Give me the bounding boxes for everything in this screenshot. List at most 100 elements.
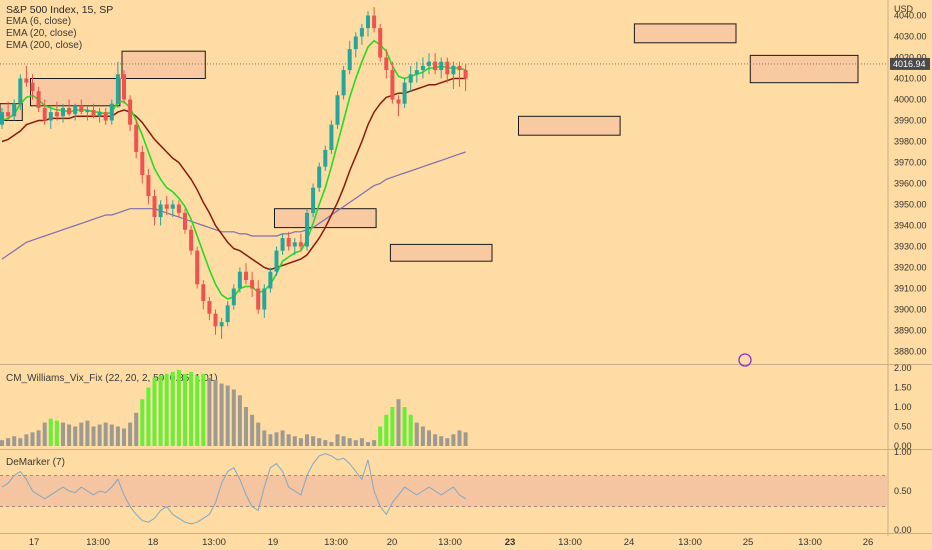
zone-box [518,115,621,136]
candle-body [378,28,383,58]
price-tick-label: 3960.00 [894,179,927,189]
candle-body [384,57,389,71]
vix-bar [73,426,78,446]
candle-body [317,166,322,188]
candle-body [122,74,126,100]
price-tick-label: 3990.00 [894,116,927,126]
candle-body [176,204,181,213]
vix-bar [103,422,108,446]
vix-bar [286,434,291,446]
vix-bar [457,430,462,446]
zone-box [274,208,377,229]
candle-body [36,91,41,108]
vix-bar [366,442,370,446]
candle-body [329,124,334,150]
price-tick-label: 4020.00 [894,53,927,63]
vix-bar [61,422,65,446]
time-tick-label: 25 [743,537,754,548]
vix-bar [463,432,468,446]
vix-bar [54,420,59,446]
candle-body [24,78,29,83]
candle-body [323,149,328,167]
demarker-tick-label: 0.00 [894,525,912,535]
vix-bar [6,438,11,446]
price-tick-label: 3980.00 [894,137,927,147]
vix-bar [146,387,151,446]
vix-tick-label: 0.00 [894,441,912,451]
zone-box [30,78,121,107]
time-tick-label: 13:00 [678,537,702,548]
candle-body [353,36,358,50]
vix-bar [439,436,444,446]
candle-body [268,271,273,289]
candle-body [335,95,340,125]
demarker-legend: DeMarker (7) [6,457,65,468]
candle-body [189,229,194,251]
vix-bar [414,422,419,446]
vix-bar [183,373,187,446]
vix-bar [128,422,133,446]
vix-tick-label: 0.50 [894,422,912,432]
price-tick-label: 4030.00 [894,32,927,42]
vix-bar [347,438,352,446]
demarker-tick-label: 1.00 [894,447,912,457]
vix-bar [42,422,47,446]
vix-bar [402,407,407,446]
candle-body [280,238,285,251]
zone-box [121,50,206,79]
vix-bar [408,414,413,446]
vix-bar [427,430,431,446]
last-price-value: 4016.94 [893,59,926,69]
candle-body [366,15,370,29]
vix-bar [262,430,267,446]
vix-bar [244,407,248,446]
price-tick-label: 3910.00 [894,284,927,294]
vix-bar [18,438,23,446]
vix-bar [341,436,346,446]
candle-body [414,70,419,75]
price-tick-label: 4000.00 [894,95,927,105]
ema20-line [1,77,466,271]
legend-ema200: EMA (200, close) [6,40,83,51]
candle-body [341,70,346,96]
time-tick-label: 23 [505,537,516,548]
vix-tick-label: 1.50 [894,383,912,393]
candle-body [146,175,151,197]
vix-bar [85,420,90,446]
vix-bar [329,442,334,446]
time-tick-label: 13:00 [324,537,348,548]
vix-bar [317,438,322,446]
vix-bar [280,430,285,446]
price-tick-label: 3970.00 [894,158,927,168]
time-tick-label: 13:00 [438,537,462,548]
candle-body [183,212,187,230]
vix-bar [189,371,194,446]
candle-body [445,61,450,75]
vix-bar [201,373,206,446]
candle-body [6,112,11,117]
price-tick-label: 3890.00 [894,326,927,336]
candle-body [396,99,401,104]
time-tick-label: 13:00 [86,537,110,548]
time-tick-label: 17 [29,537,40,548]
time-tick-label: 13:00 [798,537,822,548]
time-tick-label: 19 [268,537,279,548]
vix-bar [30,432,35,446]
vix-bar [36,430,41,446]
price-tick-label: 3900.00 [894,305,927,315]
candle-body [170,204,175,209]
vix-tick-label: 1.00 [894,402,912,412]
vix-bar [237,395,242,446]
time-tick-label: 24 [624,537,635,548]
vix-bar [213,379,218,446]
ema200-line [1,151,466,260]
demarker-line [1,453,466,525]
candle-body [451,65,456,75]
vix-bar [122,428,126,446]
zone-box [633,23,737,44]
vix-bar [292,436,297,446]
vix-bar [451,434,456,446]
candle-body [54,112,59,117]
candle-body [274,250,279,272]
